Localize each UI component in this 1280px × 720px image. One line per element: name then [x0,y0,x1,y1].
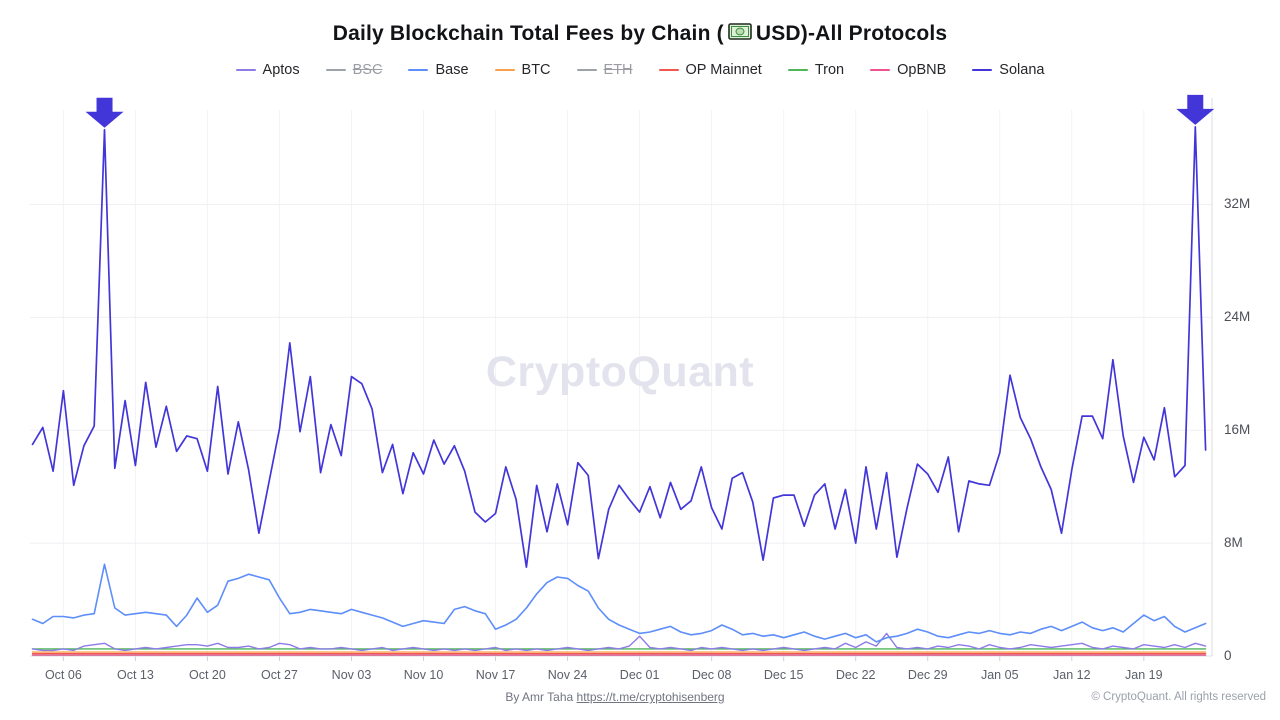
x-axis-label: Oct 20 [189,668,226,682]
legend-label: Aptos [262,62,300,78]
series-line-base [31,563,1207,643]
x-axis-label: Jan 12 [1053,668,1091,682]
x-axis-label: Oct 06 [44,668,82,682]
x-axis-label: Nov 24 [547,668,588,682]
footer-copyright: © CryptoQuant. All rights reserved [1091,691,1266,703]
legend-item-tron[interactable]: Tron [787,62,845,78]
legend-label: Base [435,62,469,78]
legend-item-base[interactable]: Base [408,62,469,78]
legend-swatch [870,68,891,72]
series-line-aptos [31,632,1207,652]
x-axis-label: Dec 15 [763,668,804,682]
legend-label: OP Mainnet [685,62,762,78]
legend-item-aptos[interactable]: Aptos [235,62,300,78]
legend-item-bsc[interactable]: BSC [325,62,383,78]
y-axis-label: 24M [1224,309,1251,325]
x-axis-label: Dec 01 [619,668,660,682]
legend-swatch [494,68,515,72]
legend-swatch [576,68,597,72]
title-suffix: USD)-All Protocols [755,22,948,45]
legend-swatch [408,68,429,72]
x-axis-label: Dec 08 [691,668,732,682]
y-axis-label: 16M [1224,422,1251,438]
legend-swatch [787,68,808,72]
legend-item-opbnb[interactable]: OpBNB [870,62,946,78]
legend-item-eth[interactable]: ETH [576,62,633,78]
legend-label: Solana [999,62,1045,78]
legend-label: BTC [521,62,551,78]
legend-label: OpBNB [897,62,947,78]
spike-arrow-annotation [1176,94,1215,125]
byline-text: By Amr Taha [505,690,577,704]
x-axis-label: Dec 22 [835,668,876,682]
x-axis-label: Nov 17 [475,668,516,682]
x-axis-label: Jan 05 [980,668,1019,682]
legend-label: BSC [352,62,383,78]
x-axis-label: Oct 13 [116,668,154,682]
legend-swatch [972,68,993,72]
legend-item-op-mainnet[interactable]: OP Mainnet [658,62,762,78]
page-title: Daily Blockchain Total Fees by Chain ( U… [0,22,1280,46]
y-axis-label: 32M [1224,196,1251,212]
legend-label: Tron [814,62,845,78]
legend-item-btc[interactable]: BTC [494,62,551,78]
y-axis-label: 0 [1224,648,1232,663]
spike-arrow-annotation [85,97,124,128]
x-axis-label: Jan 19 [1125,668,1163,682]
y-axis-label: 8M [1224,535,1243,551]
legend-swatch [325,68,346,72]
title-prefix: Daily Blockchain Total Fees by Chain ( [332,22,724,45]
dollar-banknote-icon [728,22,752,46]
x-axis-label: Dec 29 [907,668,948,682]
x-axis-label: Nov 10 [403,668,444,682]
x-axis-label: Oct 27 [261,668,298,682]
series-line-solana [31,126,1207,568]
footer-byline: By Amr Taha https://t.me/cryptohisenberg [0,690,1230,704]
x-axis-label: Nov 03 [331,668,372,682]
legend: Aptos BSC Base BTC ETH OP Mainnet Tron OpBNB Sol… [0,62,1280,78]
legend-label: ETH [603,62,633,78]
legend-item-solana[interactable]: Solana [972,62,1044,78]
legend-swatch [658,68,679,72]
footer-link[interactable]: https://t.me/cryptohisenberg [576,690,725,704]
legend-swatch [235,68,256,72]
